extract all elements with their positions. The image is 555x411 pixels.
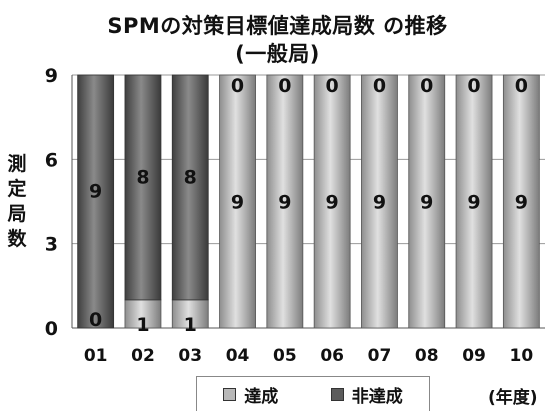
data-label-achieved: 1 bbox=[184, 314, 197, 336]
data-label-achieved: 9 bbox=[515, 192, 528, 214]
bar-not-achieved bbox=[124, 74, 162, 301]
y-axis-label-text: 測定局数 bbox=[6, 152, 28, 252]
data-label-not-achieved: 0 bbox=[515, 75, 528, 97]
data-label-not-achieved: 8 bbox=[136, 166, 149, 188]
x-tick-label: 07 bbox=[368, 346, 392, 366]
data-label-achieved: 9 bbox=[467, 192, 480, 214]
data-label-not-achieved: 0 bbox=[373, 75, 386, 97]
data-label-achieved: 1 bbox=[136, 314, 149, 336]
data-label-not-achieved: 0 bbox=[326, 75, 339, 97]
bar-achieved bbox=[266, 74, 304, 329]
x-tick-label: 05 bbox=[273, 346, 297, 366]
legend-label-achieved: 達成 bbox=[244, 386, 279, 407]
legend-item-not-achieved: 非達成 bbox=[330, 382, 403, 407]
bar-achieved bbox=[502, 74, 540, 329]
bar-achieved bbox=[313, 74, 351, 329]
y-axis-label-char: 測 bbox=[7, 153, 27, 175]
bar-not-achieved bbox=[77, 74, 115, 329]
y-tick-label: 9 bbox=[45, 65, 58, 87]
x-tick-label: 03 bbox=[178, 346, 202, 366]
legend-label-not-achieved: 非達成 bbox=[351, 386, 403, 407]
legend-swatch-achieved bbox=[223, 387, 237, 401]
bar-achieved bbox=[455, 74, 493, 329]
legend-swatch-not-achieved bbox=[330, 387, 344, 401]
data-label-not-achieved: 0 bbox=[231, 75, 244, 97]
legend-item-achieved: 達成 bbox=[223, 382, 278, 407]
data-label-achieved: 9 bbox=[326, 192, 339, 214]
bar-not-achieved bbox=[171, 74, 209, 301]
bar-achieved bbox=[408, 74, 446, 329]
x-tick-label: 09 bbox=[462, 346, 486, 366]
y-tick-label: 0 bbox=[45, 318, 58, 340]
bar-achieved bbox=[219, 74, 256, 329]
bar-achieved bbox=[171, 299, 209, 329]
y-axis-label-char: 局 bbox=[7, 203, 27, 225]
bar-achieved bbox=[124, 299, 162, 329]
y-axis-label-char: 定 bbox=[7, 178, 27, 200]
data-label-not-achieved: 0 bbox=[467, 75, 480, 97]
x-tick-label: 06 bbox=[320, 346, 344, 366]
bar-achieved bbox=[361, 74, 398, 329]
chart-title: SPMの対策目標値達成局数 の推移 bbox=[107, 14, 448, 38]
y-tick-label: 6 bbox=[45, 149, 58, 171]
x-tick-label: 08 bbox=[415, 346, 439, 366]
chart-subtitle: (一般局) bbox=[235, 42, 320, 66]
x-tick-label: 02 bbox=[131, 346, 155, 366]
x-tick-label: 10 bbox=[510, 346, 534, 366]
x-tick-label: 01 bbox=[84, 346, 108, 366]
x-tick-label: 04 bbox=[226, 346, 250, 366]
y-tick-label: 3 bbox=[45, 234, 58, 256]
data-label-not-achieved: 0 bbox=[420, 75, 433, 97]
x-axis-unit: (年度) bbox=[488, 388, 538, 408]
y-axis-label-char: 数 bbox=[7, 228, 27, 250]
data-label-achieved: 9 bbox=[231, 192, 244, 214]
data-label-achieved: 9 bbox=[278, 192, 291, 214]
data-label-not-achieved: 9 bbox=[89, 181, 102, 203]
y-axis-label: 測定局数 bbox=[6, 152, 28, 252]
data-label-not-achieved: 8 bbox=[184, 166, 197, 188]
data-label-not-achieved: 0 bbox=[278, 75, 291, 97]
data-label-achieved: 9 bbox=[420, 192, 433, 214]
legend: 達成 非達成 bbox=[196, 376, 430, 411]
data-label-achieved: 9 bbox=[373, 192, 386, 214]
data-label-achieved: 0 bbox=[89, 309, 102, 331]
